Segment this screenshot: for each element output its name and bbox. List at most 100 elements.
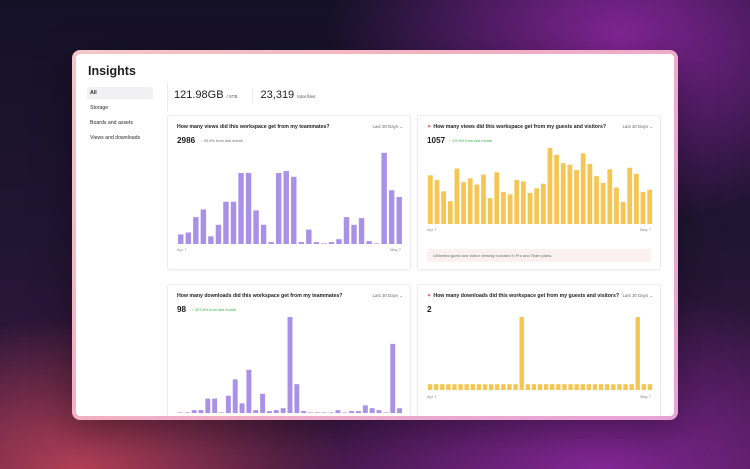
x-axis-start-label: Apr 7: [427, 227, 437, 232]
chart-bar: [388, 190, 395, 244]
plan-info-note: Unlimited guest and visitor viewing incl…: [427, 249, 651, 262]
chart-bar: [567, 164, 573, 224]
chart-bar: [298, 242, 305, 244]
chart-bar: [527, 192, 533, 224]
chart-bar: [501, 384, 506, 390]
pointer-icon: ✦: [427, 293, 432, 299]
card-delta-text: 95.8% from last month: [203, 138, 243, 143]
chart-bar: [328, 412, 334, 413]
stats-divider: [251, 89, 253, 104]
chart-bar: [212, 398, 218, 413]
insights-panel: Insights All Storage Boards and assets V…: [76, 54, 674, 416]
chart-bar: [433, 384, 439, 390]
card-downloads-teammates: How many downloads did this workspace ge…: [167, 284, 411, 416]
arrow-up-icon: ↑: [449, 138, 451, 143]
card-title-text: How many views did this workspace get fr…: [433, 124, 607, 130]
chart-bar: [266, 411, 272, 413]
chart-bar: [464, 384, 469, 390]
chart-bar: [358, 218, 365, 244]
chart-bar: [586, 384, 592, 390]
range-dropdown[interactable]: Last 30 Days ⌄: [372, 293, 403, 299]
chart-bar: [294, 384, 300, 413]
sidebar-divider: [167, 82, 168, 112]
chart-bar: [225, 395, 231, 413]
chart-bar: [349, 411, 355, 413]
chart-bar: [629, 384, 634, 390]
chart-bar: [301, 411, 307, 413]
chart-bar: [441, 191, 447, 224]
chart-bar: [446, 384, 451, 390]
chart-bar: [556, 384, 561, 390]
chart-bar: [487, 198, 493, 224]
chart-bar: [481, 174, 486, 224]
chart-bar: [467, 178, 473, 224]
chart-bar: [313, 242, 320, 244]
sidebar-item-all[interactable]: All: [87, 87, 153, 99]
arrow-up-icon: ↑: [192, 307, 194, 312]
chart-bar: [554, 154, 560, 224]
card-value: 2986: [177, 136, 196, 145]
card-title: How many downloads did this workspace ge…: [177, 293, 343, 299]
card-title: How many views did this workspace get fr…: [177, 124, 330, 130]
chart-bar: [321, 243, 327, 244]
chart-bar: [531, 384, 537, 390]
insights-window: Insights All Storage Boards and assets V…: [72, 50, 678, 420]
card-delta: ↑1% 8% from last month: [449, 138, 492, 143]
chart-bar: [246, 369, 252, 413]
chart-bar: [598, 384, 604, 390]
chart-bar: [245, 172, 252, 244]
chart-bar: [470, 384, 476, 390]
x-axis-start-label: Apr 7: [177, 247, 187, 252]
chart-bar: [260, 393, 266, 413]
chart-bar: [568, 384, 573, 390]
chart-bar: [223, 201, 229, 244]
chart-bar: [396, 196, 402, 244]
chart-bar: [604, 384, 610, 390]
chart-bar: [476, 384, 482, 390]
chart-bar: [356, 411, 361, 413]
chart-bar: [185, 232, 192, 244]
chart-bar: [178, 234, 184, 244]
chart-bar: [342, 412, 348, 413]
chart-bar: [461, 182, 466, 224]
chart-bar: [458, 384, 463, 390]
chart-bar: [633, 173, 639, 224]
chart-bar: [614, 187, 619, 224]
chart-bar: [587, 163, 593, 224]
chart-bar: [447, 201, 453, 224]
sidebar-item-storage[interactable]: Storage: [90, 105, 109, 111]
range-dropdown[interactable]: Last 30 Days ⌄: [372, 124, 403, 130]
sidebar-item-boards-and-assets[interactable]: Boards and assets: [90, 120, 133, 126]
chevron-down-icon: ⌄: [399, 293, 403, 298]
chart-bar: [291, 176, 297, 244]
chart-bar: [215, 224, 222, 244]
card-value: 98: [177, 305, 187, 314]
chart-bar: [635, 317, 640, 390]
chart-bar: [177, 412, 183, 413]
chart-bar: [306, 229, 312, 244]
range-dropdown[interactable]: Last 30 Days ⌄: [622, 293, 653, 299]
range-dropdown[interactable]: Last 30 Days ⌄: [622, 124, 653, 130]
chart-bar: [343, 217, 350, 244]
card-title: ✦ How many views did this workspace get f…: [427, 124, 606, 130]
chart-bar: [562, 384, 567, 390]
chart-bar: [507, 384, 512, 390]
chart-bar: [525, 384, 530, 390]
chart-bar: [321, 412, 327, 413]
chart-bar: [208, 236, 214, 244]
chart-bar: [501, 192, 506, 224]
card-views-guests: ✦ How many views did this workspace get f…: [417, 115, 661, 270]
range-label: Last 30 Days: [622, 293, 649, 298]
chart-bar: [580, 153, 586, 224]
range-label: Last 30 Days: [372, 293, 399, 298]
chart-bar: [362, 405, 368, 413]
chart-bar: [519, 317, 524, 390]
chart-bar: [280, 408, 286, 413]
chart-bar: [452, 384, 457, 390]
chart-bar: [427, 175, 433, 224]
stats-row: 121.98GB / 5TB 23,319 total files: [174, 89, 315, 104]
sidebar-item-views-and-downloads[interactable]: Views and downloads: [90, 135, 141, 141]
chart-bar: [369, 408, 375, 413]
chart-bar: [273, 410, 279, 413]
chart-bar: [336, 239, 342, 244]
